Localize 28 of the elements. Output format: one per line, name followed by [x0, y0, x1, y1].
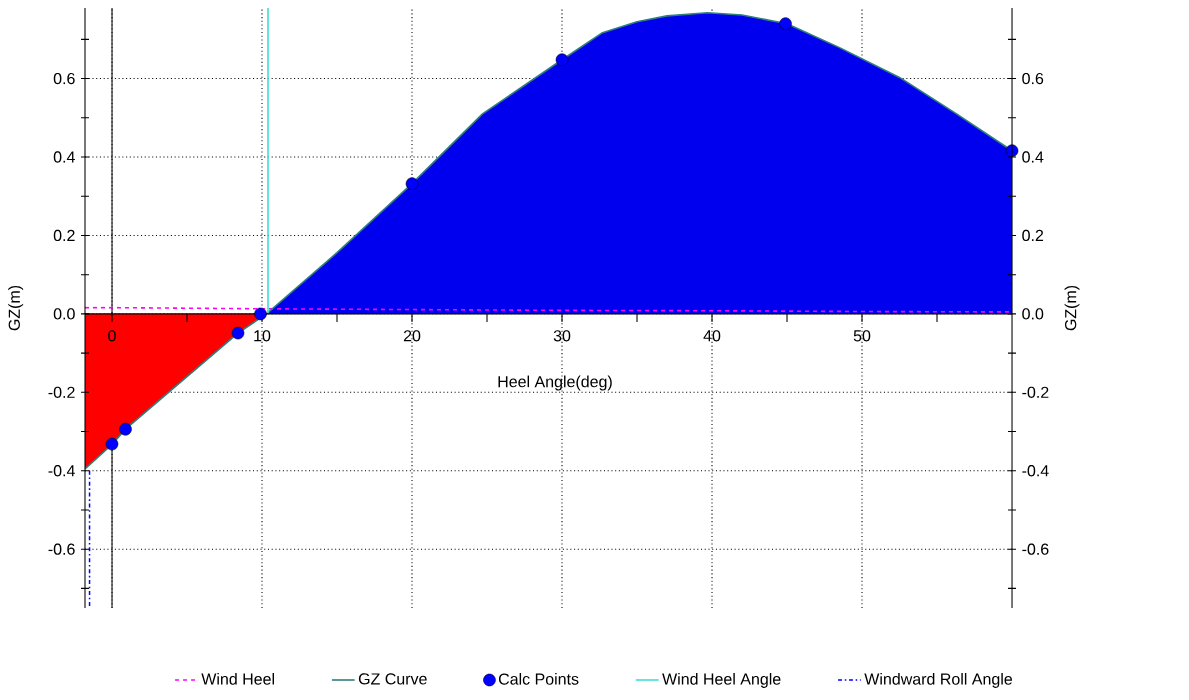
y-tick-label: 0.6 [53, 72, 75, 85]
y-axis-title: GZ(m) [8, 285, 24, 331]
y-tick-label: -0.6 [48, 543, 75, 555]
x-tick-label: 20 [403, 330, 421, 342]
legend-label: Wind Heel Angle [662, 673, 781, 688]
y2-tick-label: 0.0 [1022, 308, 1044, 320]
x-tick-label: 50 [853, 330, 871, 342]
x-tick-label: 0 [108, 330, 116, 342]
y2-tick-label: 0.2 [1022, 229, 1044, 242]
x-tick-label: 40 [703, 330, 721, 342]
x-tick-label: 10 [254, 330, 271, 342]
y2-tick-label: -0.6 [1022, 543, 1049, 555]
y-tick-label: 0.2 [53, 229, 75, 242]
legend-label: Calc Points [498, 673, 579, 685]
legend-label: Windward Roll Angle [864, 673, 1013, 688]
y-tick-label: -0.2 [48, 386, 75, 398]
x-axis-title: Heel Angle(deg) [498, 375, 612, 391]
y-tick-label: -0.4 [48, 465, 75, 477]
y2-tick-label: 0.6 [1022, 72, 1044, 85]
y2-tick-label: -0.2 [1022, 386, 1049, 398]
legend-label: Wind Heel [201, 673, 274, 685]
y2-axis-title: GZ(m) [1064, 285, 1080, 331]
y2-tick-label: -0.4 [1022, 465, 1049, 477]
y-tick-label: 0.0 [53, 308, 75, 320]
y-tick-label: 0.4 [53, 151, 75, 163]
x-tick-label: 30 [553, 330, 571, 342]
legend-label: GZ Curve [358, 673, 427, 685]
y2-tick-label: 0.4 [1022, 151, 1044, 163]
